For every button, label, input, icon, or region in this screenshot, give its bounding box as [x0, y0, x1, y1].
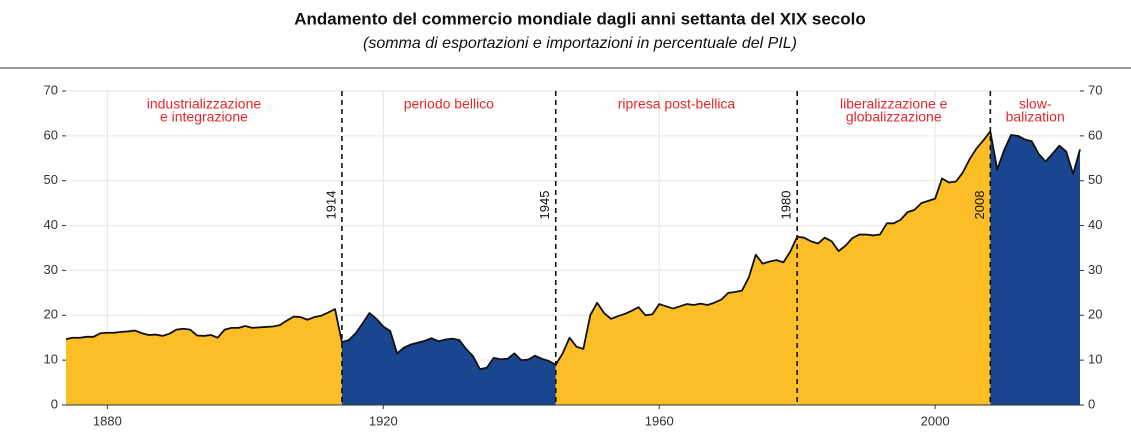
divider-label: 2008	[972, 191, 987, 220]
period-label: e integrazione	[160, 109, 248, 125]
period-area	[341, 313, 556, 405]
divider-label: 1945	[537, 191, 552, 220]
period-area	[990, 131, 1080, 405]
period-label: balization	[1006, 109, 1065, 125]
divider-label: 1914	[323, 191, 338, 220]
trade-line	[65, 130, 1081, 371]
y-tick-label: 30	[44, 262, 58, 277]
x-tick-label: 1920	[369, 413, 398, 428]
period-label: liberalizzazione e	[840, 96, 948, 112]
y2-tick-label: 50	[1088, 172, 1102, 187]
period-area	[66, 309, 342, 405]
y2-tick-label: 20	[1088, 307, 1102, 322]
y2-tick-label: 10	[1088, 352, 1102, 367]
divider-label: 1980	[779, 191, 794, 220]
y-tick-label: 0	[51, 396, 58, 411]
x-tick-label: 1880	[93, 413, 122, 428]
chart-title: Andamento del commercio mondiale dagli a…	[294, 9, 866, 28]
y-tick-label: 40	[44, 217, 58, 232]
y2-tick-label: 30	[1088, 262, 1102, 277]
y-tick-label: 60	[44, 127, 58, 142]
y-tick-label: 20	[44, 307, 58, 322]
y2-tick-label: 40	[1088, 217, 1102, 232]
period-label: periodo bellico	[404, 96, 494, 112]
period-area	[797, 131, 991, 405]
period-area	[555, 236, 798, 405]
period-label: ripresa post-bellica	[618, 96, 736, 112]
period-label: globalizzazione	[846, 109, 942, 125]
period-label: slow-	[1019, 96, 1052, 112]
chart-subtitle: (somma di esportazioni e importazioni in…	[363, 35, 797, 52]
period-label: industrializzazione	[147, 96, 262, 112]
y-tick-label: 50	[44, 172, 58, 187]
y-tick-label: 10	[44, 352, 58, 367]
y2-tick-label: 70	[1088, 82, 1102, 97]
x-tick-label: 2000	[921, 413, 950, 428]
x-tick-label: 1960	[645, 413, 674, 428]
y-tick-label: 70	[44, 82, 58, 97]
y2-tick-label: 60	[1088, 127, 1102, 142]
y2-tick-label: 0	[1088, 396, 1095, 411]
